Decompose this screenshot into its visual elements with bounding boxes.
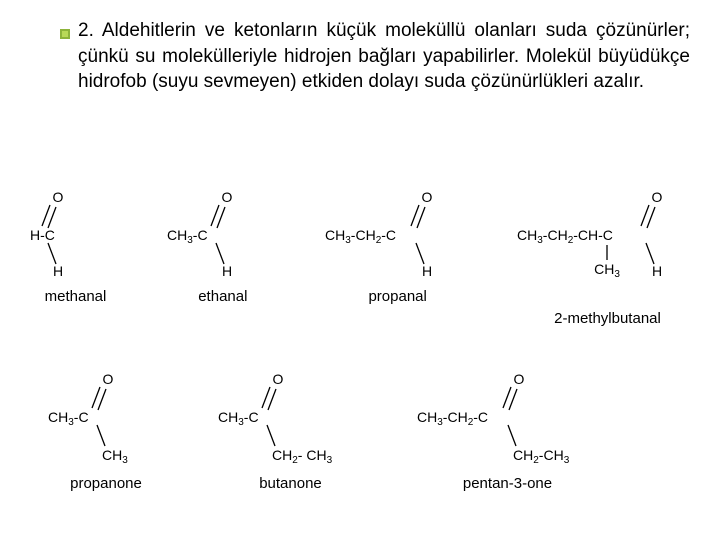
- atom-bottom: CH2- CH3: [272, 447, 333, 465]
- atom-o: O: [514, 371, 525, 387]
- atom-o: O: [421, 189, 432, 205]
- label-propanone: propanone: [70, 475, 142, 492]
- mol-methanal: O H-C H methanal: [28, 188, 123, 305]
- label-2methylbutanal: 2-methylbutanal: [554, 310, 661, 327]
- label-propanal: propanal: [368, 288, 426, 305]
- label-butanone: butanone: [259, 475, 322, 492]
- mol-2methylbutanal: O CH3-CH2-CH-C H CH3 2-methylbutanal: [515, 188, 700, 327]
- structure-2methylbutanal: O CH3-CH2-CH-C H CH3: [515, 188, 700, 300]
- atom-bottom: CH2-CH3: [513, 447, 570, 465]
- paragraph-body: Aldehitlerin ve ketonların küçük molekül…: [78, 20, 690, 92]
- atom-left: CH3-CH2-C: [325, 227, 396, 246]
- label-pentan3one: pentan-3-one: [463, 475, 552, 492]
- aldehyde-row: O H-C H methanal O CH3-C H ethanal O CH3…: [28, 188, 700, 327]
- atom-o: O: [652, 189, 663, 205]
- ketone-row: O CH3-C CH3 propanone O CH3-C CH2- CH3 b…: [46, 370, 600, 492]
- atom-left: H-C: [30, 227, 55, 243]
- atom-left: CH3-CH2-C: [417, 409, 488, 428]
- atom-branch: CH3: [594, 261, 620, 280]
- list-bullet-icon: [60, 26, 70, 36]
- atom-h: H: [422, 263, 432, 278]
- mol-pentan3one: O CH3-CH2-C CH2-CH3 pentan-3-one: [415, 370, 600, 492]
- atom-h: H: [652, 263, 662, 279]
- atom-left: CH3-C: [48, 409, 89, 428]
- list-number: 2.: [78, 20, 94, 41]
- atom-left: CH3-C: [167, 227, 208, 246]
- atom-left: CH3-C: [218, 409, 259, 428]
- atom-h: H: [222, 263, 232, 278]
- atom-h: H: [53, 263, 63, 278]
- paragraph-text: 2. Aldehitlerin ve ketonların küçük mole…: [78, 18, 690, 95]
- mol-propanone: O CH3-C CH3 propanone: [46, 370, 166, 492]
- atom-o: O: [103, 371, 114, 387]
- atom-bottom: CH3: [102, 447, 128, 465]
- structure-pentan3one: O CH3-CH2-C CH2-CH3: [415, 370, 600, 465]
- structure-ethanal: O CH3-C H: [165, 188, 280, 278]
- mol-propanal: O CH3-CH2-C H propanal: [323, 188, 473, 305]
- structure-butanone: O CH3-C CH2- CH3: [216, 370, 366, 465]
- structure-propanone: O CH3-C CH3: [46, 370, 166, 465]
- label-ethanal: ethanal: [198, 288, 247, 305]
- structure-propanal: O CH3-CH2-C H: [323, 188, 473, 278]
- atom-o: O: [222, 189, 233, 205]
- atom-o: O: [272, 371, 283, 387]
- atom-left: CH3-CH2-CH-C: [517, 227, 613, 246]
- structure-methanal: O H-C H: [28, 188, 123, 278]
- atom-o: O: [53, 189, 64, 205]
- mol-ethanal: O CH3-C H ethanal: [165, 188, 280, 305]
- label-methanal: methanal: [45, 288, 107, 305]
- mol-butanone: O CH3-C CH2- CH3 butanone: [216, 370, 366, 492]
